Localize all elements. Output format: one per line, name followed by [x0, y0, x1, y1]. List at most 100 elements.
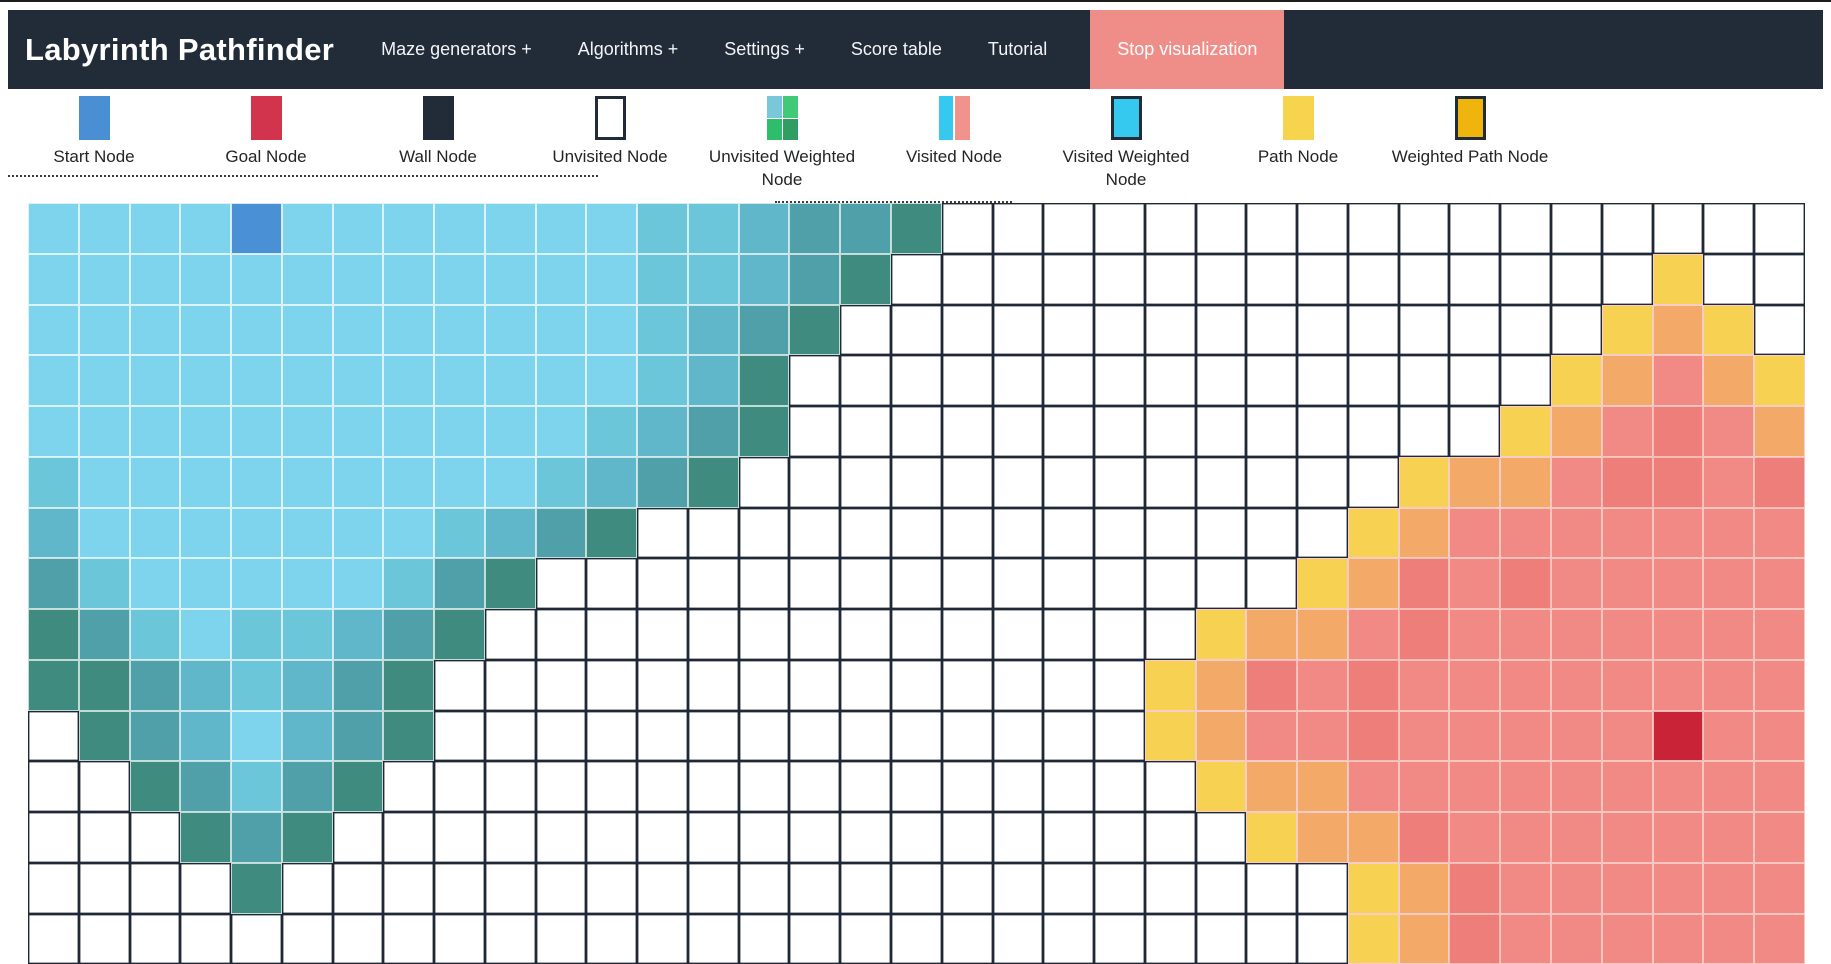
- visited-cell[interactable]: [78, 355, 130, 407]
- visited-cell[interactable]: [1297, 761, 1348, 813]
- visited-cell[interactable]: [28, 558, 79, 610]
- unvisited-cell[interactable]: [789, 659, 841, 711]
- visited-cell[interactable]: [1754, 406, 1805, 457]
- unvisited-cell[interactable]: [1398, 203, 1450, 254]
- unvisited-cell[interactable]: [738, 710, 790, 762]
- visited-cell[interactable]: [129, 304, 181, 356]
- unvisited-cell[interactable]: [434, 812, 485, 863]
- unvisited-cell[interactable]: [1347, 203, 1399, 254]
- unvisited-cell[interactable]: [992, 761, 1044, 813]
- unvisited-cell[interactable]: [1144, 558, 1196, 610]
- unvisited-cell[interactable]: [992, 659, 1044, 711]
- visited-cell[interactable]: [1347, 761, 1399, 813]
- unvisited-cell[interactable]: [738, 761, 790, 813]
- visited-cell[interactable]: [231, 304, 282, 356]
- visited-cell[interactable]: [586, 406, 638, 457]
- visited-cell[interactable]: [1754, 710, 1805, 762]
- visited-cell[interactable]: [78, 507, 130, 559]
- visited-frontier-cell[interactable]: [28, 659, 79, 711]
- visited-frontier-cell[interactable]: [738, 406, 790, 457]
- unvisited-cell[interactable]: [941, 355, 993, 407]
- unvisited-cell[interactable]: [484, 659, 536, 711]
- visited-cell[interactable]: [738, 304, 790, 356]
- visited-cell[interactable]: [1398, 609, 1450, 660]
- visited-cell[interactable]: [687, 406, 739, 457]
- visited-cell[interactable]: [1703, 456, 1755, 508]
- visited-cell[interactable]: [1703, 507, 1755, 559]
- unvisited-cell[interactable]: [941, 507, 993, 559]
- start-node-cell[interactable]: [231, 203, 282, 254]
- unvisited-cell[interactable]: [1043, 203, 1095, 254]
- visited-cell[interactable]: [1601, 609, 1653, 660]
- visited-cell[interactable]: [1195, 659, 1247, 711]
- unvisited-cell[interactable]: [332, 913, 384, 964]
- unvisited-cell[interactable]: [1703, 203, 1755, 254]
- unvisited-cell[interactable]: [891, 507, 942, 559]
- visited-cell[interactable]: [332, 609, 384, 660]
- frontier-cell[interactable]: [1652, 253, 1704, 305]
- unvisited-cell[interactable]: [637, 812, 688, 863]
- unvisited-cell[interactable]: [28, 862, 79, 914]
- visited-cell[interactable]: [1449, 456, 1501, 508]
- visited-cell[interactable]: [1500, 761, 1551, 813]
- visited-cell[interactable]: [180, 456, 232, 508]
- unvisited-cell[interactable]: [535, 913, 587, 964]
- visited-cell[interactable]: [180, 406, 232, 457]
- visited-cell[interactable]: [1652, 406, 1704, 457]
- frontier-cell[interactable]: [1347, 862, 1399, 914]
- nav-item-maze-generators[interactable]: Maze generators +: [381, 39, 532, 59]
- visited-frontier-cell[interactable]: [129, 761, 181, 813]
- visited-cell[interactable]: [1297, 710, 1348, 762]
- visited-cell[interactable]: [1449, 609, 1501, 660]
- visited-cell[interactable]: [1195, 710, 1247, 762]
- unvisited-cell[interactable]: [840, 355, 892, 407]
- unvisited-cell[interactable]: [1246, 304, 1298, 356]
- visited-cell[interactable]: [789, 203, 841, 254]
- visited-cell[interactable]: [281, 710, 333, 762]
- visited-cell[interactable]: [1297, 812, 1348, 863]
- visited-cell[interactable]: [1652, 862, 1704, 914]
- visited-cell[interactable]: [586, 456, 638, 508]
- goal-node-cell[interactable]: [1652, 710, 1704, 762]
- unvisited-cell[interactable]: [484, 812, 536, 863]
- unvisited-cell[interactable]: [1094, 913, 1145, 964]
- visited-cell[interactable]: [332, 355, 384, 407]
- unvisited-cell[interactable]: [28, 710, 79, 762]
- frontier-cell[interactable]: [1347, 913, 1399, 964]
- unvisited-cell[interactable]: [1347, 304, 1399, 356]
- visited-cell[interactable]: [434, 558, 485, 610]
- frontier-cell[interactable]: [1246, 812, 1298, 863]
- visited-cell[interactable]: [1703, 710, 1755, 762]
- visited-cell[interactable]: [332, 406, 384, 457]
- unvisited-cell[interactable]: [434, 862, 485, 914]
- unvisited-cell[interactable]: [738, 862, 790, 914]
- visited-cell[interactable]: [1652, 456, 1704, 508]
- visited-frontier-cell[interactable]: [281, 812, 333, 863]
- unvisited-cell[interactable]: [941, 406, 993, 457]
- visited-cell[interactable]: [1550, 507, 1602, 559]
- visited-cell[interactable]: [281, 609, 333, 660]
- unvisited-cell[interactable]: [129, 913, 181, 964]
- visited-cell[interactable]: [1347, 609, 1399, 660]
- unvisited-cell[interactable]: [941, 456, 993, 508]
- visited-cell[interactable]: [1652, 659, 1704, 711]
- visited-cell[interactable]: [1449, 507, 1501, 559]
- unvisited-cell[interactable]: [941, 761, 993, 813]
- unvisited-cell[interactable]: [840, 913, 892, 964]
- unvisited-cell[interactable]: [1195, 304, 1247, 356]
- visited-cell[interactable]: [484, 507, 536, 559]
- unvisited-cell[interactable]: [1094, 558, 1145, 610]
- unvisited-cell[interactable]: [941, 558, 993, 610]
- unvisited-cell[interactable]: [840, 304, 892, 356]
- visited-cell[interactable]: [332, 456, 384, 508]
- visited-cell[interactable]: [281, 406, 333, 457]
- unvisited-cell[interactable]: [840, 507, 892, 559]
- unvisited-cell[interactable]: [484, 761, 536, 813]
- visited-cell[interactable]: [1398, 710, 1450, 762]
- visited-cell[interactable]: [1398, 761, 1450, 813]
- unvisited-cell[interactable]: [687, 761, 739, 813]
- unvisited-cell[interactable]: [1094, 812, 1145, 863]
- visited-cell[interactable]: [1703, 862, 1755, 914]
- unvisited-cell[interactable]: [1144, 507, 1196, 559]
- visited-cell[interactable]: [1601, 355, 1653, 407]
